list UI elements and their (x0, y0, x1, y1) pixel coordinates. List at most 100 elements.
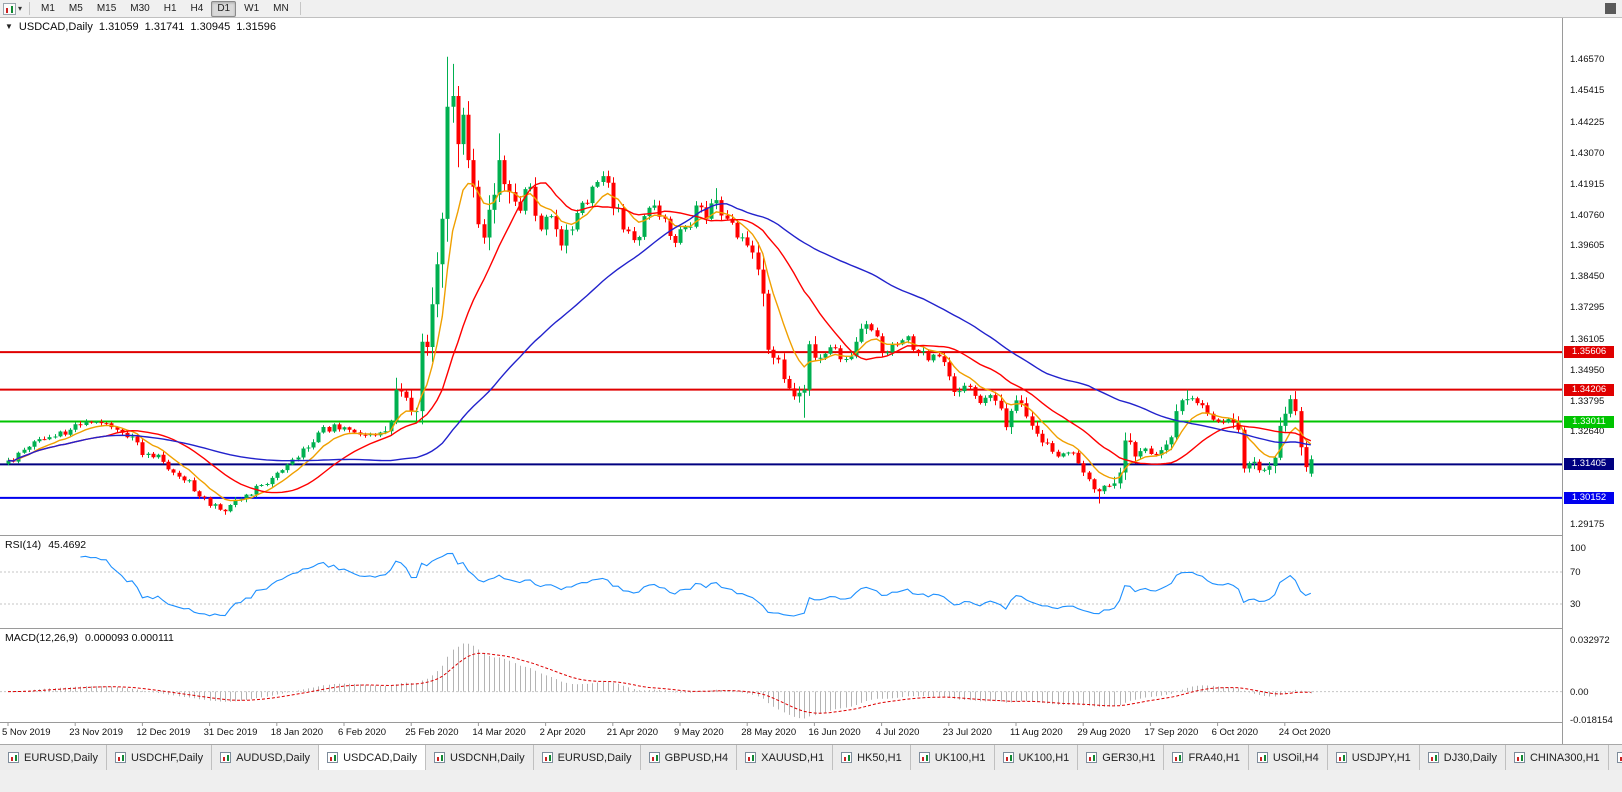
price-tick-label: 1.41915 (1570, 178, 1605, 190)
macd-axis-label: -0.018154 (1570, 715, 1613, 726)
tab-usoil-clipped[interactable]: USOil,H (1608, 745, 1622, 770)
date-label: 2 Apr 2020 (539, 727, 586, 738)
price-tick-label: 1.39605 (1570, 240, 1605, 252)
tab-dj30-daily[interactable]: DJ30,Daily (1419, 745, 1506, 770)
chart-title: ▼ USDCAD,Daily 1.31059 1.31741 1.30945 1… (5, 21, 276, 33)
price-tick-label: 1.46570 (1570, 54, 1605, 66)
chart-tab-icon (1002, 752, 1014, 763)
tab-fra40-h1[interactable]: FRA40,H1 (1164, 745, 1249, 770)
chevron-down-icon[interactable]: ▾ (18, 3, 23, 13)
chart-tab-icon (1427, 752, 1439, 763)
price-tick-label: 1.33795 (1570, 395, 1605, 407)
timeframe-button-m5[interactable]: M5 (63, 1, 89, 17)
candle-wicks-down (13, 86, 1307, 515)
macd-values: 0.000093 0.000111 (84, 632, 174, 644)
chart-tab-icon (8, 752, 19, 763)
date-label: 24 Oct 2020 (1278, 727, 1331, 738)
price-level-label: 1.34206 (1564, 383, 1614, 396)
tab-label: AUDUSD,Daily (236, 751, 311, 764)
tab-label: HK50,H1 (857, 751, 902, 764)
date-axis[interactable]: 5 Nov 2019 23 Nov 2019 12 Dec 2019 31 Dec 2… (0, 722, 1562, 744)
date-label: 29 Aug 2020 (1077, 727, 1131, 738)
chart-canvas[interactable] (0, 18, 1622, 744)
timeframe-button-d1[interactable]: D1 (211, 0, 237, 17)
date-label: 6 Feb 2020 (338, 727, 387, 738)
date-label: 11 Aug 2020 (1010, 727, 1063, 738)
tab-label: USDCAD,Daily (343, 751, 418, 764)
macd-axis-label: 0.00 (1570, 686, 1589, 698)
timeframe-button-m15[interactable]: M15 (91, 1, 122, 17)
chart-tab-icon (745, 752, 757, 763)
macd-signal-line (8, 652, 1311, 714)
timeframe-button-m30[interactable]: M30 (124, 1, 155, 17)
chevron-down-icon: ▼ (5, 22, 13, 31)
tab-hk50-h1[interactable]: HK50,H1 (833, 745, 911, 770)
price-level-label: 1.33011 (1564, 415, 1614, 428)
tab-ger30-h1[interactable]: GER30,H1 (1078, 745, 1165, 770)
open-value: 1.31059 (98, 21, 139, 33)
rsi-axis-label: 30 (1570, 599, 1581, 610)
tab-label: XAUUSD,H1 (761, 751, 825, 764)
price-tick-label: 1.40760 (1570, 209, 1605, 221)
tab-label: CHINA300,H1 (1529, 751, 1600, 764)
timeframe-button-mn[interactable]: MN (267, 1, 295, 17)
tab-eurusd-daily-1[interactable]: EURUSD,Daily (0, 745, 107, 770)
tab-label: GBPUSD,H4 (664, 751, 729, 764)
tab-label: EURUSD,Daily (557, 751, 632, 764)
tab-label: UK100,H1 (1018, 751, 1070, 764)
tab-gbpusd-h4[interactable]: GBPUSD,H4 (640, 745, 738, 770)
tab-label: USOil,H4 (1272, 751, 1319, 764)
price-level-label: 1.31405 (1564, 458, 1614, 471)
low-value: 1.30945 (190, 21, 231, 33)
chart-tab-icon (1256, 752, 1268, 763)
date-label: 25 Feb 2020 (405, 727, 459, 738)
timeframe-button-w1[interactable]: W1 (238, 1, 265, 17)
price-scale[interactable]: 1.46570 1.45415 1.44225 1.43070 1.41915 1.407… (1563, 18, 1622, 744)
rsi-value: 45.4692 (48, 539, 87, 551)
rsi-indicator-label: RSI(14) 45.4692 (5, 539, 86, 551)
tab-xauusd-h1[interactable]: XAUUSD,H1 (737, 745, 834, 770)
new-chart-icon[interactable] (3, 2, 16, 15)
chart-tab-icon (434, 752, 446, 763)
timeframe-button-h1[interactable]: H1 (158, 1, 183, 17)
tab-label: USDCNH,Daily (450, 751, 525, 764)
tab-audusd-daily[interactable]: AUDUSD,Daily (212, 745, 320, 770)
tab-usdchf-daily[interactable]: USDCHF,Daily (106, 745, 213, 770)
tab-usdcnh-daily[interactable]: USDCNH,Daily (426, 745, 534, 770)
toolbar-separator (299, 2, 301, 15)
date-label: 14 Mar 2020 (472, 727, 526, 738)
timeframe-toolbar: ▾ M1 M5 M15 M30 H1 H4 D1 W1 MN (0, 0, 1622, 18)
tab-usoil-h4[interactable]: USOil,H4 (1248, 745, 1328, 770)
tab-usdcad-daily[interactable]: USDCAD,Daily (319, 745, 427, 770)
tab-uk100-h1-1[interactable]: UK100,H1 (910, 745, 995, 770)
price-tick-label: 1.44225 (1570, 117, 1605, 128)
ma-line-55 (7, 203, 1311, 462)
date-label: 23 Jul 2020 (942, 727, 992, 738)
tab-label: EURUSD,Daily (24, 751, 98, 764)
candle-wicks-up (8, 56, 1312, 513)
macd-axis-label: 0.032972 (1570, 635, 1610, 646)
rsi-name: RSI(14) (5, 539, 42, 551)
toolbar-overflow-icon[interactable] (1605, 3, 1616, 14)
price-tick-label: 1.36105 (1570, 333, 1605, 345)
date-label: 21 Apr 2020 (606, 727, 659, 738)
date-label: 9 May 2020 (674, 727, 724, 738)
date-label: 5 Nov 2019 (2, 727, 51, 738)
price-tick-label: 1.29175 (1570, 518, 1605, 530)
timeframe-button-h4[interactable]: H4 (185, 1, 210, 17)
tab-china300-h1[interactable]: CHINA300,H1 (1505, 745, 1609, 770)
chart-tab-icon (1335, 752, 1347, 763)
chart-tab-icon (648, 752, 660, 763)
chart-tab-icon (220, 752, 232, 763)
tab-eurusd-daily-2[interactable]: EURUSD,Daily (533, 745, 641, 770)
macd-name: MACD(12,26,9) (5, 632, 78, 644)
date-label: 18 Jan 2020 (270, 727, 324, 738)
high-value: 1.31741 (144, 21, 185, 33)
tab-uk100-h1-2[interactable]: UK100,H1 (994, 745, 1079, 770)
timeframe-button-m1[interactable]: M1 (35, 1, 61, 17)
ma-line-8 (7, 182, 1312, 502)
macd-indicator-label: MACD(12,26,9) 0.000093 0.000111 (5, 632, 174, 644)
date-label: 28 May 2020 (741, 727, 797, 738)
chart-tab-icon (1513, 752, 1525, 763)
tab-usdjpy-h1[interactable]: USDJPY,H1 (1327, 745, 1420, 770)
